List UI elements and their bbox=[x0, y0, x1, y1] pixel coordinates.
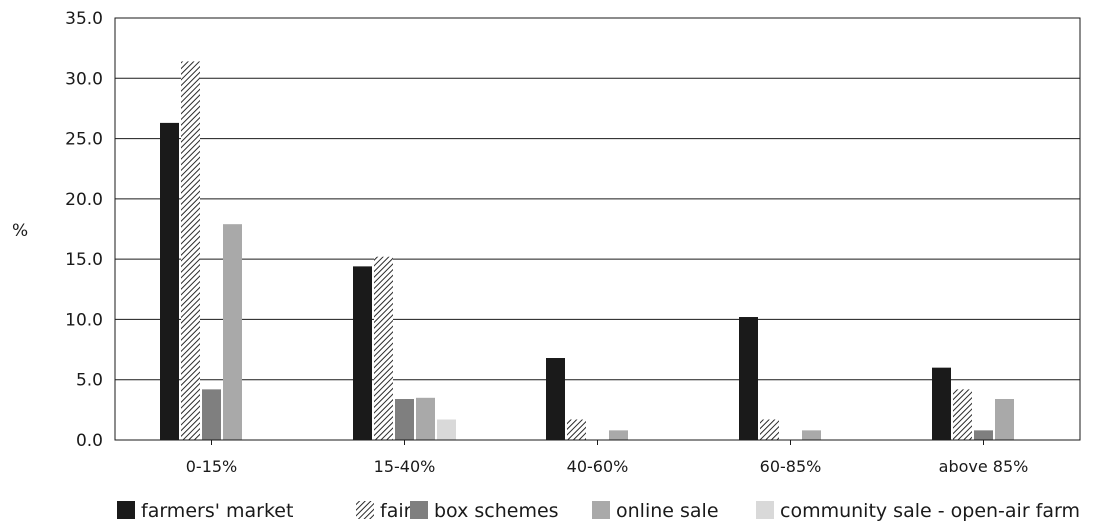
legend-item: box schemes bbox=[410, 500, 559, 522]
y-tick-label: 30.0 bbox=[65, 69, 103, 89]
bar-fair bbox=[567, 419, 586, 440]
bar-fair bbox=[374, 256, 393, 440]
y-tick-label: 35.0 bbox=[65, 9, 103, 29]
legend: farmers' market fair box schemes online sal… bbox=[117, 500, 1080, 522]
legend-label: online sale bbox=[616, 500, 719, 522]
y-tick-label: 20.0 bbox=[65, 190, 103, 210]
bar-fair bbox=[181, 61, 200, 441]
legend-item: fair bbox=[356, 500, 412, 522]
legend-swatch bbox=[592, 501, 610, 519]
legend-label: farmers' market bbox=[141, 500, 293, 522]
bar-farmers-market bbox=[160, 122, 179, 440]
legend-label: fair bbox=[380, 500, 412, 522]
legend-item: farmers' market bbox=[117, 500, 293, 522]
bar-community-sale-open-air-farm bbox=[437, 419, 456, 440]
bar-box-schemes bbox=[202, 389, 221, 440]
bar-online-sale bbox=[995, 399, 1014, 440]
legend-swatch bbox=[756, 501, 774, 519]
axes bbox=[114, 17, 1081, 445]
bar-online-sale bbox=[802, 430, 821, 440]
x-tick-label: 60-85% bbox=[760, 457, 822, 476]
y-tick-label: 25.0 bbox=[65, 130, 103, 150]
legend-swatch bbox=[356, 501, 374, 519]
legend-item: community sale - open-air farm bbox=[756, 500, 1080, 522]
axis-labels: 0.0 5.0 10.0 15.0 20.0 25.0 30.0 35.0 0-15% 15-40… bbox=[12, 9, 1028, 476]
legend-label: community sale - open-air farm bbox=[780, 500, 1080, 522]
bars bbox=[160, 61, 1014, 441]
gridlines bbox=[115, 17, 1080, 381]
x-tick-label: 15-40% bbox=[374, 457, 436, 476]
legend-label: box schemes bbox=[434, 500, 559, 522]
bar-farmers-market bbox=[546, 358, 565, 440]
y-tick-label: 5.0 bbox=[76, 371, 103, 391]
bar-online-sale bbox=[223, 224, 242, 440]
legend-item: online sale bbox=[592, 500, 719, 522]
y-axis-label: % bbox=[12, 221, 28, 241]
y-tick-label: 15.0 bbox=[65, 250, 103, 270]
x-tick-label: 40-60% bbox=[567, 457, 629, 476]
bar-farmers-market bbox=[353, 266, 372, 440]
bar-farmers-market bbox=[739, 317, 758, 440]
x-tick-label: above 85% bbox=[939, 457, 1029, 476]
x-tick-label: 0-15% bbox=[186, 457, 238, 476]
bar-box-schemes bbox=[395, 399, 414, 440]
bar-online-sale bbox=[609, 430, 628, 440]
y-tick-label: 0.0 bbox=[76, 431, 103, 451]
legend-swatch bbox=[410, 501, 428, 519]
y-tick-label: 10.0 bbox=[65, 310, 103, 330]
bar-box-schemes bbox=[974, 430, 993, 440]
bar-farmers-market bbox=[932, 367, 951, 440]
bar-online-sale bbox=[416, 397, 435, 440]
bar-fair bbox=[760, 419, 779, 440]
bar-fair bbox=[953, 389, 972, 440]
legend-swatch bbox=[117, 501, 135, 519]
